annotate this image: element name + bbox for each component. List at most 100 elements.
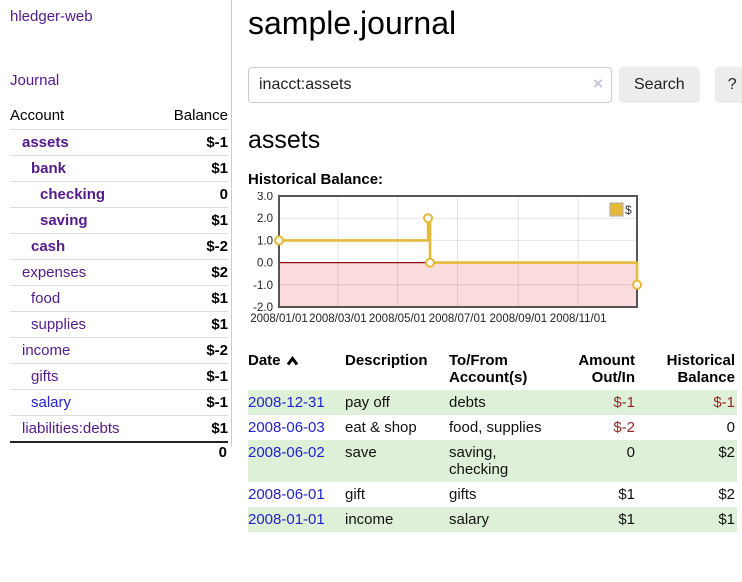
x-tick-label: 2008/03/01 [309,313,367,325]
transaction-balance: $2 [718,444,735,461]
transaction-amount: $-2 [613,419,635,436]
search-button[interactable]: Search [619,67,700,103]
data-point-marker [423,213,434,224]
transaction-accounts: salary [449,511,490,528]
sidebar-account-link[interactable]: income [22,342,71,359]
account-row: bank $1 [10,155,228,182]
sidebar-account-link[interactable]: expenses [22,264,87,281]
x-tick-label: 2008/05/01 [369,313,427,325]
chart-frame [278,195,638,308]
sidebar-account-link[interactable]: saving [40,212,88,229]
data-point-marker [632,279,642,290]
transaction-amount: $1 [618,486,635,503]
accounts-total-row: 0 [10,441,228,462]
sort-ascending-icon [286,356,298,366]
transaction-amount: $1 [618,511,635,528]
register-header-date[interactable]: Date [248,350,345,390]
account-row: income $-2 [10,337,228,364]
y-tick-label: 2.0 [257,213,273,225]
legend-swatch [609,202,624,217]
transaction-accounts: gifts [449,486,477,503]
accounts-table: Account Balance assets $-1 bank $1 checking 0… [10,103,228,462]
transaction-date-link[interactable]: 2008-06-03 [248,419,325,436]
sidebar-account-link[interactable]: food [31,290,61,307]
search-bar: × Search ? [248,67,742,103]
x-tick-label: 2008/07/01 [429,313,487,325]
transaction-date-link[interactable]: 2008-12-31 [248,394,325,411]
sidebar-item-journal[interactable]: Journal [10,72,60,89]
account-balance: $1 [155,155,228,182]
accounts-header-account: Account [10,107,65,124]
help-button[interactable]: ? [714,67,742,103]
account-balance: $2 [155,259,228,286]
account-row: gifts $-1 [10,363,228,390]
account-row: food $1 [10,285,228,312]
transaction-balance: $-1 [713,394,735,411]
transaction-accounts: food, supplies [449,419,542,436]
sidebar-account-link[interactable]: liabilities:debts [22,420,120,437]
account-row: assets $-1 [10,129,228,156]
accounts-header-balance: Balance [173,107,228,124]
account-row: salary $-1 [10,389,228,416]
data-point-marker [274,235,284,246]
transaction-balance: 0 [726,419,735,436]
account-balance: $-1 [155,363,228,390]
main-content: sample.journal × Search ? assets Histori… [232,0,742,532]
account-balance: $-1 [155,389,228,416]
account-title: assets [248,126,321,154]
register-table-body: 2008-12-31 pay off debts $-1 $-1 2008-06-03 ea… [248,390,737,532]
y-tick-label: -2.0 [253,302,273,314]
sidebar-account-link[interactable]: gifts [31,368,59,385]
account-balance: $1 [155,285,228,312]
transaction-description: income [345,511,394,528]
account-balance: 0 [155,181,228,208]
register-header-account: To/From Account(s) [449,352,528,386]
transaction-description: pay off [345,394,390,411]
clear-search-icon[interactable]: × [593,74,603,93]
transaction-accounts: debts [449,394,486,411]
account-balance: $1 [155,415,228,442]
sidebar-account-link[interactable]: supplies [31,316,87,333]
sidebar-account-link[interactable]: cash [31,238,66,255]
sidebar-account-link[interactable]: assets [22,134,69,151]
account-row: checking 0 [10,181,228,208]
x-tick-label: 2008/01/01 [250,313,308,325]
sidebar-account-link[interactable]: bank [31,160,67,177]
x-tick-label: 2008/11/01 [550,313,607,325]
y-tick-label: -1.0 [253,280,273,292]
sidebar: hledger-web Journal Account Balance asse… [0,0,232,462]
transaction-row: 2008-06-02 save saving, checking 0 $2 [248,440,737,482]
account-row: cash $-2 [10,233,228,260]
account-row: supplies $1 [10,311,228,338]
search-input[interactable] [248,67,612,103]
transaction-row: 2008-12-31 pay off debts $-1 $-1 [248,390,737,415]
register-header-description: Description [345,352,428,369]
transaction-balance: $1 [718,511,735,528]
app-title-link[interactable]: hledger-web [10,8,93,25]
sidebar-account-link[interactable]: salary [31,394,72,411]
app-window: hledger-web Journal Account Balance asse… [0,0,742,532]
transaction-description: gift [345,486,366,503]
register-header-amount: Amount Out/In [578,352,635,386]
transaction-description: eat & shop [345,419,417,436]
transaction-date-link[interactable]: 2008-01-01 [248,511,325,528]
account-balance: $1 [155,207,228,234]
transaction-date-link[interactable]: 2008-06-01 [248,486,325,503]
chart-title: Historical Balance: [248,171,384,188]
data-point-marker [425,257,436,268]
transaction-row: 2008-06-03 eat & shop food, supplies $-2 0 [248,415,737,440]
negative-region [279,262,637,307]
transaction-amount: 0 [626,444,635,461]
transaction-amount: $-1 [613,394,635,411]
transaction-row: 2008-01-01 income salary $1 $1 [248,507,737,532]
transaction-date-link[interactable]: 2008-06-02 [248,444,325,461]
y-tick-label: 1.0 [257,235,273,247]
legend-label: $ [625,203,632,217]
account-balance: $1 [155,311,228,338]
sidebar-account-link[interactable]: checking [40,186,106,203]
accounts-table-body: assets $-1 bank $1 checking 0 saving $1 cash $-2 e… [10,129,228,442]
account-row: liabilities:debts $1 [10,415,228,442]
account-balance: $-2 [155,337,228,364]
account-balance: $-1 [155,129,228,156]
